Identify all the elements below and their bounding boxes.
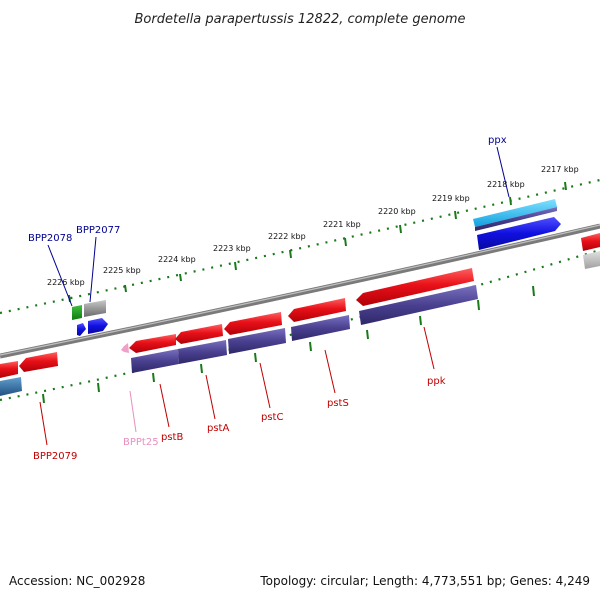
map-title: Bordetella parapertussis 12822, complete…: [135, 12, 466, 27]
label-bpp2079[interactable]: BPP2079: [33, 451, 77, 462]
scale-label-2219: 2219 kbp: [432, 194, 470, 203]
label-ppk[interactable]: ppk: [427, 376, 446, 387]
label-pstC[interactable]: pstC: [261, 412, 283, 423]
scale-label-2222: 2222 kbp: [268, 232, 306, 241]
label-pstA[interactable]: pstA: [207, 423, 229, 434]
gene-pstS[interactable]: [288, 298, 346, 322]
protein-track: [0, 285, 478, 396]
scale-label-2225: 2225 kbp: [103, 266, 141, 275]
scale-label-2224: 2224 kbp: [158, 255, 196, 264]
label-ppx[interactable]: ppx: [488, 135, 507, 146]
forward-strand-features: [0, 268, 474, 378]
protein-left: [0, 377, 22, 396]
gene-bppt25[interactable]: [121, 343, 129, 353]
gene-right-grey[interactable]: [583, 251, 600, 269]
outer-major-ticks: [68, 181, 567, 303]
protein-ppk: [359, 285, 478, 325]
label-pstB[interactable]: pstB: [161, 432, 183, 443]
gene-ppk[interactable]: [356, 268, 474, 306]
genome-backbone: [0, 223, 600, 359]
gene-small-blue-arrow-2[interactable]: [88, 318, 108, 334]
gene-blue-cds[interactable]: [477, 217, 561, 250]
gene-small-blue-arrow-1[interactable]: [77, 323, 86, 336]
reverse-strand-features: [72, 199, 600, 336]
gene-labels: BPP2078 BPP2077 ppx BPP2079 BPPt25 pstB …: [28, 135, 507, 462]
protein-pstB: [131, 349, 179, 373]
protein-pstA: [178, 340, 227, 364]
gene-left-red-b[interactable]: [19, 352, 58, 372]
scale-label-2223: 2223 kbp: [213, 244, 251, 253]
scale-label-2217: 2217 kbp: [541, 165, 579, 174]
label-bpp2078[interactable]: BPP2078: [28, 233, 72, 244]
scale-label-2226: 2226 kbp: [47, 278, 85, 287]
gene-bpp2078[interactable]: [72, 305, 82, 320]
inner-major-ticks: [42, 285, 535, 404]
label-pstS[interactable]: pstS: [327, 398, 349, 409]
gene-pstB[interactable]: [129, 334, 176, 353]
label-leaders: [39, 146, 510, 446]
protein-pstS: [291, 315, 350, 341]
accession-text: Accession: NC_002928: [9, 574, 146, 588]
gene-left-red-a[interactable]: [0, 361, 18, 378]
label-bppt25[interactable]: BPPt25: [123, 437, 159, 448]
gene-ppx[interactable]: [473, 199, 557, 227]
gene-pstC[interactable]: [224, 312, 282, 335]
scale-labels: 2226 kbp 2225 kbp 2224 kbp 2223 kbp 2222…: [47, 165, 579, 287]
scale-label-2221: 2221 kbp: [323, 220, 361, 229]
protein-pstC: [228, 328, 286, 354]
label-bpp2077[interactable]: BPP2077: [76, 225, 120, 236]
outer-scale-track: [0, 178, 600, 315]
gene-bpp2077[interactable]: [84, 300, 106, 317]
scale-label-2220: 2220 kbp: [378, 207, 416, 216]
gene-right-red[interactable]: [581, 233, 600, 251]
gene-pstA[interactable]: [175, 324, 223, 344]
topology-text: Topology: circular; Length: 4,773,551 bp…: [260, 574, 590, 588]
